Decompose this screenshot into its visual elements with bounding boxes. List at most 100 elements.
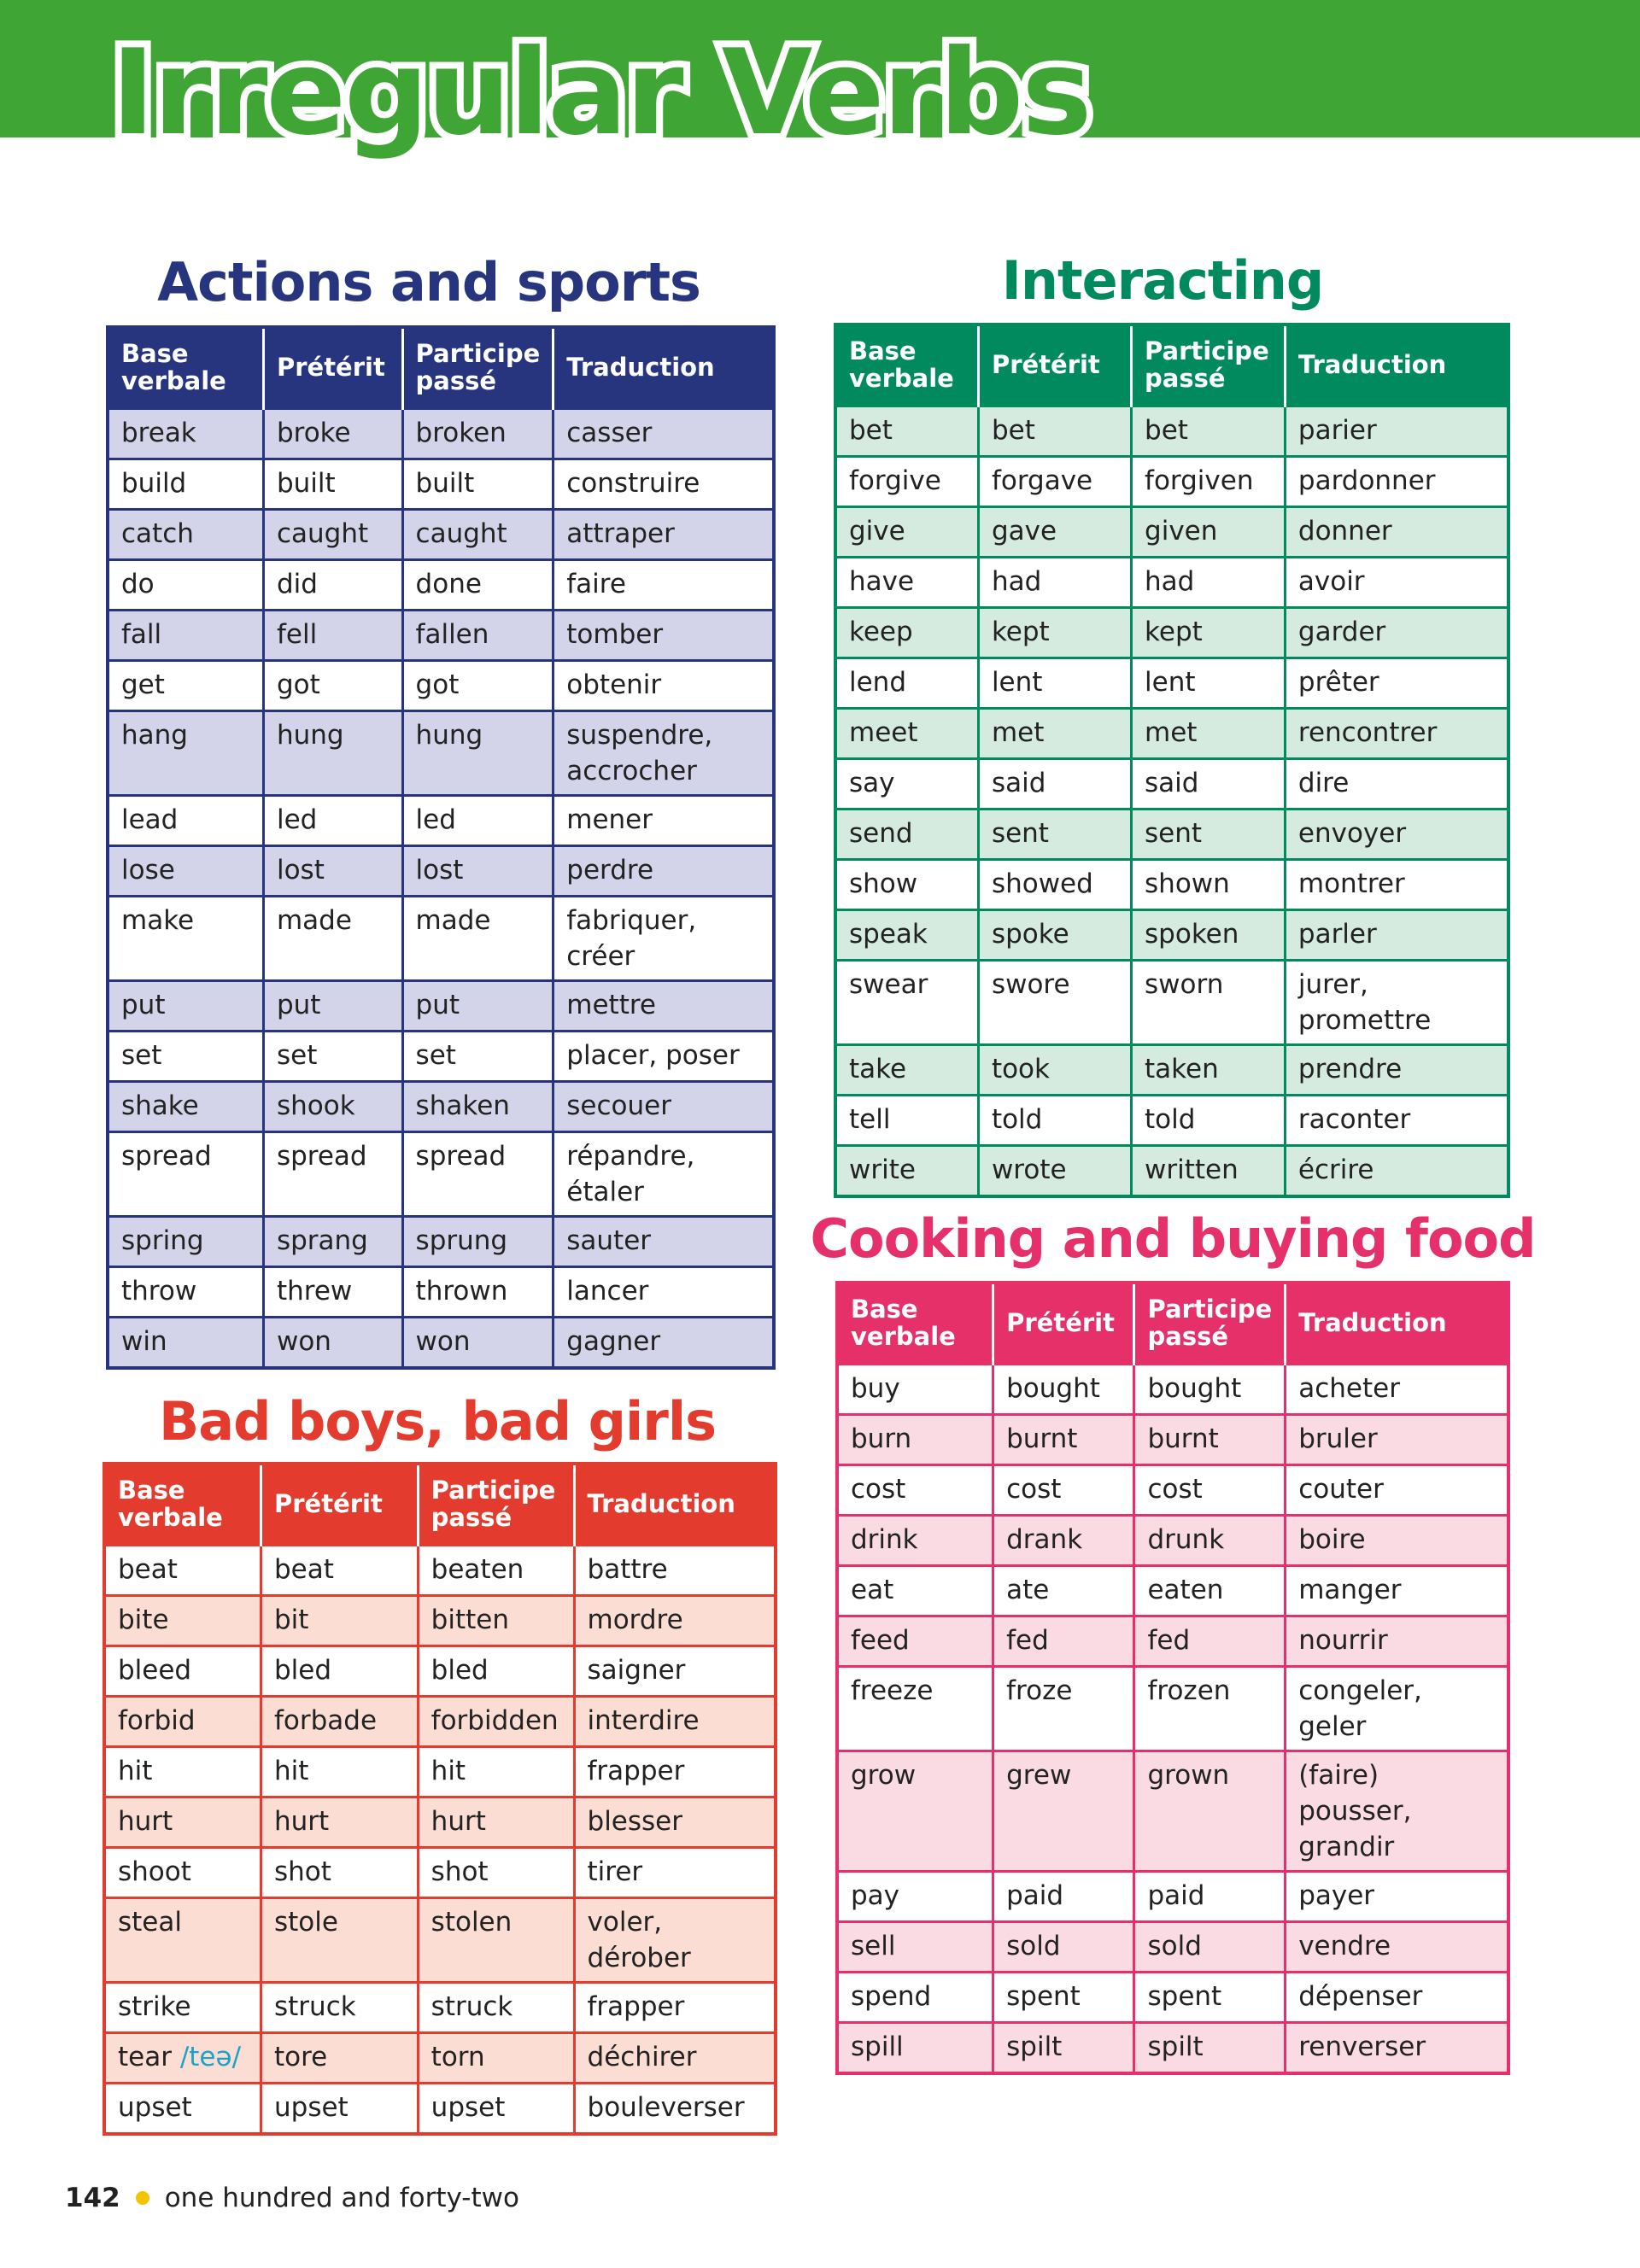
- column-header: Prétérit: [261, 327, 403, 409]
- cell-text: faire: [566, 569, 626, 599]
- table-cell: hang: [106, 710, 265, 797]
- cell-text: beaten: [430, 1554, 524, 1585]
- table-row: write wrote written écrire: [834, 1144, 1510, 1198]
- cell-text: tirer: [587, 1856, 643, 1887]
- column-header: Prétérit: [992, 1283, 1134, 1365]
- table-cell: written: [1130, 1144, 1286, 1198]
- table-cell: spread: [261, 1131, 404, 1218]
- table-cell: put: [261, 979, 404, 1032]
- table-cell: put: [401, 979, 555, 1032]
- table-cell: take: [834, 1043, 980, 1096]
- table-cell: bet: [1130, 405, 1286, 458]
- table-cell: strike: [102, 1981, 262, 2034]
- section-title-interacting: Interacting: [1001, 249, 1324, 312]
- cell-text: show: [849, 868, 918, 899]
- cell-text: spent: [1147, 1981, 1222, 2012]
- cell-text: froze: [1006, 1675, 1073, 1706]
- cell-text: hurt: [430, 1806, 486, 1837]
- cell-text: mordre: [587, 1605, 683, 1635]
- cell-text: parier: [1297, 415, 1377, 446]
- cell-text: gagner: [566, 1326, 661, 1357]
- table-cell: built: [401, 458, 555, 511]
- cell-text: casser: [566, 418, 653, 448]
- cell-text: voler, dérober: [587, 1907, 691, 1973]
- table-cell: given: [1130, 506, 1286, 558]
- footer: 142 one hundred and forty-two: [65, 2183, 519, 2213]
- column-header: Prétérit: [976, 324, 1132, 406]
- cell-text: made: [415, 905, 491, 936]
- cell-text: spread: [121, 1141, 212, 1172]
- table-cell: spent: [992, 1971, 1136, 2024]
- table-cell: sworn: [1130, 959, 1286, 1046]
- table-cell: gagner: [552, 1316, 776, 1370]
- cell-text: bought: [1147, 1373, 1242, 1404]
- table-row: forbid forbade forbidden interdire: [102, 1695, 777, 1748]
- table-cell: burnt: [1133, 1413, 1287, 1466]
- table-row: lead led led mener: [106, 794, 776, 847]
- cell-text: jurer, promettre: [1297, 969, 1432, 1036]
- table-cell: did: [261, 558, 404, 611]
- cell-text: paid: [1147, 1880, 1205, 1911]
- cell-text: eat: [851, 1575, 894, 1605]
- cell-text: lost: [415, 855, 464, 886]
- section-title-cooking: Cooking and buying food: [810, 1207, 1536, 1270]
- table-cell: parier: [1283, 405, 1510, 458]
- table-cell: swore: [976, 959, 1133, 1046]
- table-cell: send: [834, 808, 980, 861]
- table-row: bet bet bet parier: [834, 405, 1510, 458]
- table-row: swear swore sworn jurer, promettre: [834, 959, 1510, 1046]
- table-cell: garder: [1283, 606, 1510, 659]
- table-row: meet met met rencontrer: [834, 707, 1510, 760]
- table-cell: hurt: [102, 1796, 262, 1849]
- column-header: Traduction: [1284, 1283, 1508, 1365]
- cell-text: said: [991, 768, 1046, 798]
- cell-text: secouer: [566, 1090, 671, 1121]
- table-row: speak spoke spoken parler: [834, 909, 1510, 962]
- cell-text: write: [849, 1154, 916, 1185]
- table-cell: tear /teə/: [102, 2031, 262, 2084]
- cell-text: upset: [274, 2092, 348, 2123]
- cell-text: battre: [587, 1554, 668, 1585]
- table-cell: beaten: [416, 1544, 576, 1597]
- table-cell: met: [976, 707, 1133, 760]
- cell-text: said: [1145, 768, 1199, 798]
- table-cell: catch: [106, 508, 265, 561]
- cell-text: bled: [274, 1655, 332, 1686]
- column-header: Traduction: [1283, 324, 1508, 406]
- table-cell: won: [401, 1316, 555, 1370]
- table-cell: interdire: [572, 1695, 777, 1748]
- cell-text: set: [415, 1040, 456, 1071]
- table-cell: pay: [835, 1870, 995, 1923]
- table-cell: forgave: [976, 455, 1133, 508]
- table-cell: grown: [1133, 1750, 1287, 1873]
- table-cell: throw: [106, 1266, 265, 1318]
- table-cell: feed: [835, 1615, 995, 1668]
- table-cell: spread: [106, 1131, 265, 1218]
- table-actions: Base verbale Prétérit Participe passé Tradu…: [106, 325, 776, 1370]
- cell-text: won: [276, 1326, 331, 1357]
- table-cell: hung: [261, 710, 404, 797]
- cell-text: frapper: [587, 1756, 685, 1786]
- header-row: Base verbale Prétérit Participe passé Tradu…: [837, 1283, 1508, 1365]
- cell-text: tell: [849, 1104, 891, 1135]
- table-cell: taken: [1130, 1043, 1286, 1096]
- table-row: get got got obtenir: [106, 659, 776, 712]
- table-cell: boire: [1284, 1514, 1510, 1567]
- cell-text: shake: [121, 1090, 199, 1121]
- header-row: Base verbale Prétérit Participe passé Tradu…: [108, 327, 774, 409]
- cell-text: bitten: [430, 1605, 509, 1635]
- table-cell: renverser: [1284, 2021, 1510, 2075]
- cell-text: fed: [1147, 1625, 1191, 1656]
- table-cell: fell: [261, 609, 404, 662]
- table-row: strike struck struck frapper: [102, 1981, 777, 2034]
- cell-text: burn: [851, 1423, 912, 1454]
- cell-text: bet: [991, 415, 1035, 446]
- table-cell: got: [401, 659, 555, 712]
- table-cell: écrire: [1283, 1144, 1510, 1198]
- table-row: burn burnt burnt bruler: [835, 1413, 1510, 1466]
- table-cell: write: [834, 1144, 980, 1198]
- cell-text: built: [415, 468, 475, 499]
- table-cell: congeler, geler: [1284, 1665, 1510, 1752]
- cell-text: bet: [849, 415, 893, 446]
- table-row: feed fed fed nourrir: [835, 1615, 1510, 1668]
